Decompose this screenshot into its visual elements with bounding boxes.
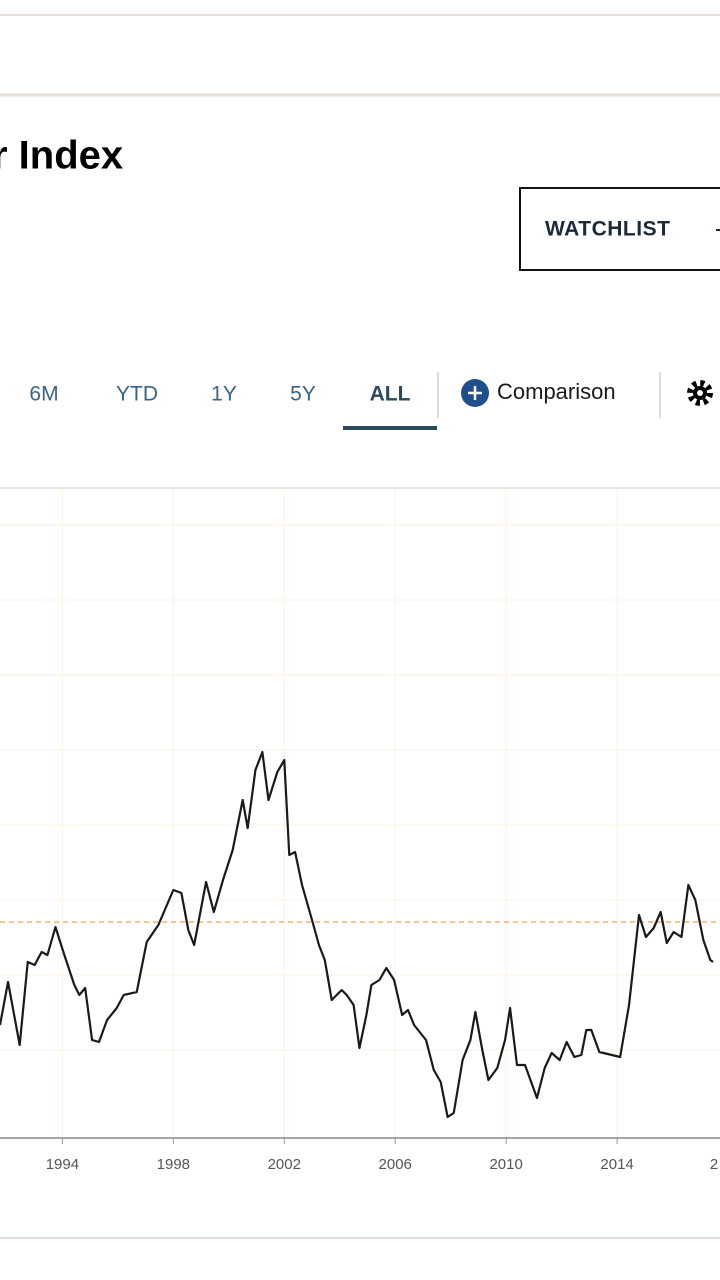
x-tick-label: 2010 [489,1156,522,1173]
range-tabs: 6M YTD 1Y 5Y ALL [29,383,437,430]
comparison-button[interactable]: Comparison [497,379,616,404]
range-tab[interactable]: ALL [370,383,411,406]
active-tab-underline [343,426,437,430]
x-tick-label: 2002 [268,1156,301,1173]
watchlist-label[interactable]: WATCHLIST [545,218,670,241]
plot: 1994 1998 2002 2006 2010 2014 2 [0,488,720,1173]
watchlist-button[interactable] [519,187,720,271]
range-tab[interactable]: 1Y [211,383,237,406]
range-tab[interactable]: 6M [29,383,58,406]
plus-icon [468,386,482,400]
x-tick-label: 2 [710,1156,718,1173]
x-tick-label: 2014 [600,1156,633,1173]
range-tab[interactable]: 5Y [290,383,316,406]
page-title: r Index [0,134,123,178]
x-tick-label: 2006 [379,1156,412,1173]
x-tick-label: 1994 [46,1156,79,1173]
price-line [0,750,714,1119]
range-tab[interactable]: YTD [116,383,158,406]
settings-icon[interactable] [687,380,713,406]
x-tick-label: 1998 [157,1156,190,1173]
